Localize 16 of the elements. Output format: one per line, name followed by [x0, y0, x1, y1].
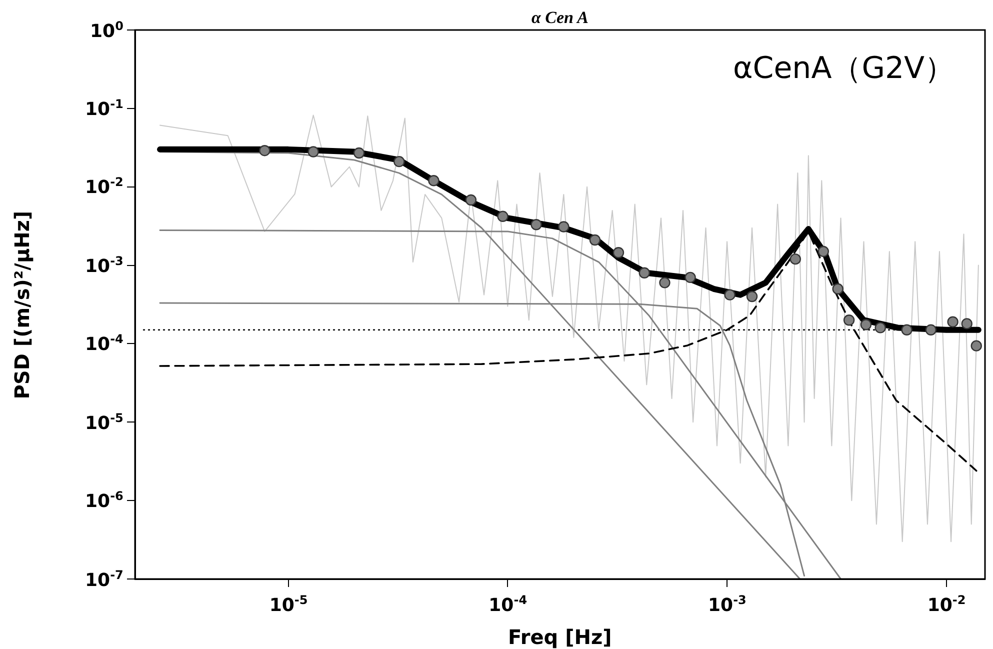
annotation: αCenA（G2V）: [733, 50, 955, 88]
y-tick-label: 10$^{-4}$: [85, 332, 124, 356]
x-tick-label: 10$^{-3}$: [708, 593, 746, 616]
y-tick-label: 10$^{-2}$: [85, 175, 124, 198]
y-tick-label: 10$^{0}$: [90, 18, 124, 42]
x-tick-label: 10$^{-2}$: [927, 593, 966, 616]
x-axis-title: Freq [Hz]: [508, 625, 612, 649]
y-tick-label: 10$^{-7}$: [85, 568, 124, 590]
y-axis-title: PSD [(m/s)²/μHz]: [10, 210, 34, 399]
x-tick-label: 10$^{-5}$: [269, 593, 308, 616]
y-tick-label: 10$^{-1}$: [85, 96, 124, 120]
y-tick-label: 10$^{-3}$: [85, 254, 124, 277]
chart-title: α Cen A: [532, 8, 588, 28]
x-tick-label: 10$^{-4}$: [488, 593, 528, 616]
y-tick-label: 10$^{-6}$: [85, 489, 124, 512]
y-tick-label: 10$^{-5}$: [85, 410, 124, 434]
